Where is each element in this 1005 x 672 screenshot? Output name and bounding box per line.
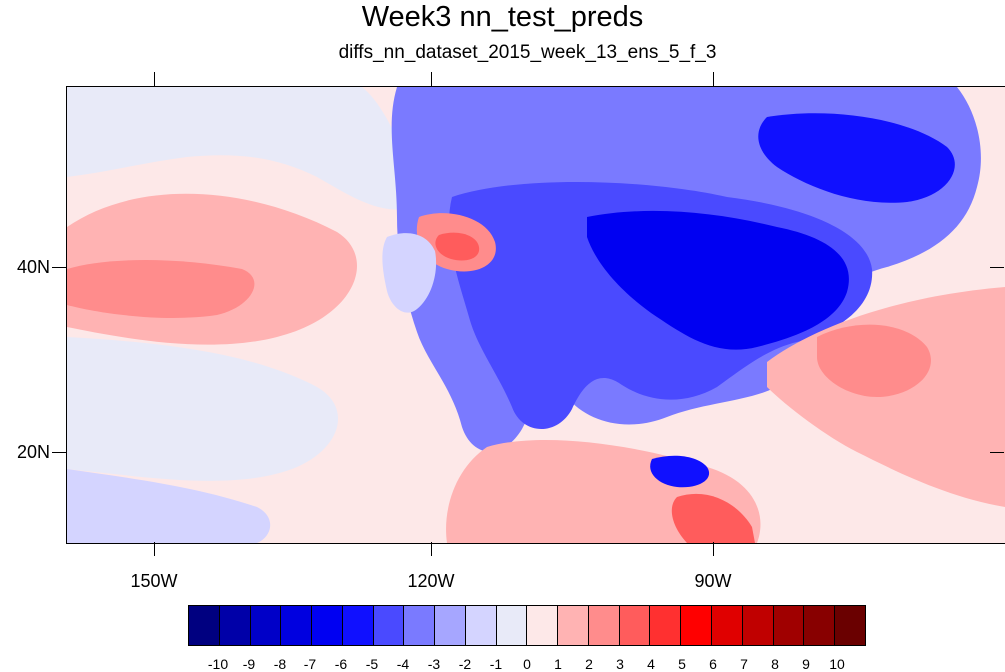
- right-lat-tick-40n: [990, 267, 1004, 268]
- colorbar-swatch: [681, 606, 713, 645]
- colorbar-swatch: [312, 606, 343, 645]
- colorbar-label: 3: [616, 656, 624, 672]
- latitude-label-40n: 40N: [16, 257, 50, 277]
- left-lat-tick-20n: [52, 452, 66, 453]
- colorbar-swatch: [650, 606, 682, 645]
- tropical-pacific-cool-region: [67, 469, 271, 543]
- colorbar-label: 2: [585, 656, 593, 672]
- colorbar-swatch: [496, 606, 528, 645]
- top-lon-tick-90w: [713, 72, 714, 86]
- colorbar-swatch: [527, 606, 559, 645]
- colorbar-label: 0: [523, 656, 531, 672]
- latitude-label-20n: 20N: [16, 442, 50, 462]
- colorbar-label: 6: [709, 656, 717, 672]
- atlantic-warm-core: [817, 324, 931, 397]
- colorbar-label: 7: [740, 656, 748, 672]
- colorbar-swatch: [250, 606, 282, 645]
- colorbar-label: -4: [396, 656, 410, 672]
- colorbar-label: -7: [303, 656, 317, 672]
- eastern-us-cold-core: [587, 210, 849, 350]
- right-lat-tick-20n: [990, 452, 1004, 453]
- bottom-lon-tick-150w: [154, 542, 155, 556]
- caribbean-warm-core: [671, 493, 755, 543]
- longitude-label-120w: 120W: [407, 571, 455, 591]
- colorbar-label: -5: [365, 656, 379, 672]
- colorbar-swatch: [588, 606, 620, 645]
- colorbar-label: -6: [334, 656, 348, 672]
- colorbar-label: -2: [458, 656, 472, 672]
- top-lon-tick-150w: [154, 72, 155, 86]
- northwest-neutral-region: [67, 87, 417, 210]
- bottom-lon-tick-120w: [431, 542, 432, 556]
- colorbar-label: -9: [242, 656, 256, 672]
- colorbar-swatch: [189, 606, 220, 645]
- colorbar-label: 5: [678, 656, 686, 672]
- map-title: Week3 nn_test_preds: [361, 1, 644, 33]
- colorbar-label: -10: [207, 656, 229, 672]
- north-pacific-warm-core: [67, 260, 255, 318]
- colorbar-swatch: [465, 606, 497, 645]
- colorbar-swatch: [404, 606, 436, 645]
- colorbar-label: 10: [829, 656, 845, 672]
- colorbar-swatch: [712, 606, 743, 645]
- colorbar-label: 9: [802, 656, 810, 672]
- colorbar: [188, 605, 866, 646]
- colorbar-label: -8: [273, 656, 287, 672]
- colorbar-label: 8: [771, 656, 779, 672]
- colorbar-label: -3: [427, 656, 441, 672]
- colorbar-swatch: [435, 606, 466, 645]
- california-cool-region: [382, 233, 437, 313]
- map-panel: [66, 86, 1005, 544]
- subtropical-pacific-neutral-region: [67, 337, 339, 481]
- colorbar-label: 4: [647, 656, 655, 672]
- left-lat-tick-40n: [52, 267, 66, 268]
- colorbar-label: 1: [554, 656, 562, 672]
- map-graphic: [67, 87, 1005, 543]
- colorbar-swatch: [773, 606, 805, 645]
- colorbar-swatch: [373, 606, 405, 645]
- colorbar-label: -1: [489, 656, 503, 672]
- top-lon-tick-120w: [431, 72, 432, 86]
- colorbar-swatch: [342, 606, 374, 645]
- map-subtitle: diffs_nn_dataset_2015_week_13_ens_5_f_3: [338, 42, 717, 63]
- bottom-lon-tick-90w: [713, 542, 714, 556]
- colorbar-swatch: [804, 606, 836, 645]
- colorbar-swatch: [742, 606, 774, 645]
- colorbar-swatch: [835, 606, 865, 645]
- colorbar-swatch: [619, 606, 651, 645]
- canada-cold-core: [758, 113, 955, 203]
- longitude-label-90w: 90W: [694, 571, 732, 591]
- colorbar-swatch: [219, 606, 251, 645]
- longitude-label-150w: 150W: [130, 571, 178, 591]
- western-us-warm-core: [435, 232, 480, 261]
- central-america-cold-spot: [650, 455, 710, 488]
- colorbar-swatch: [281, 606, 313, 645]
- colorbar-swatch: [558, 606, 589, 645]
